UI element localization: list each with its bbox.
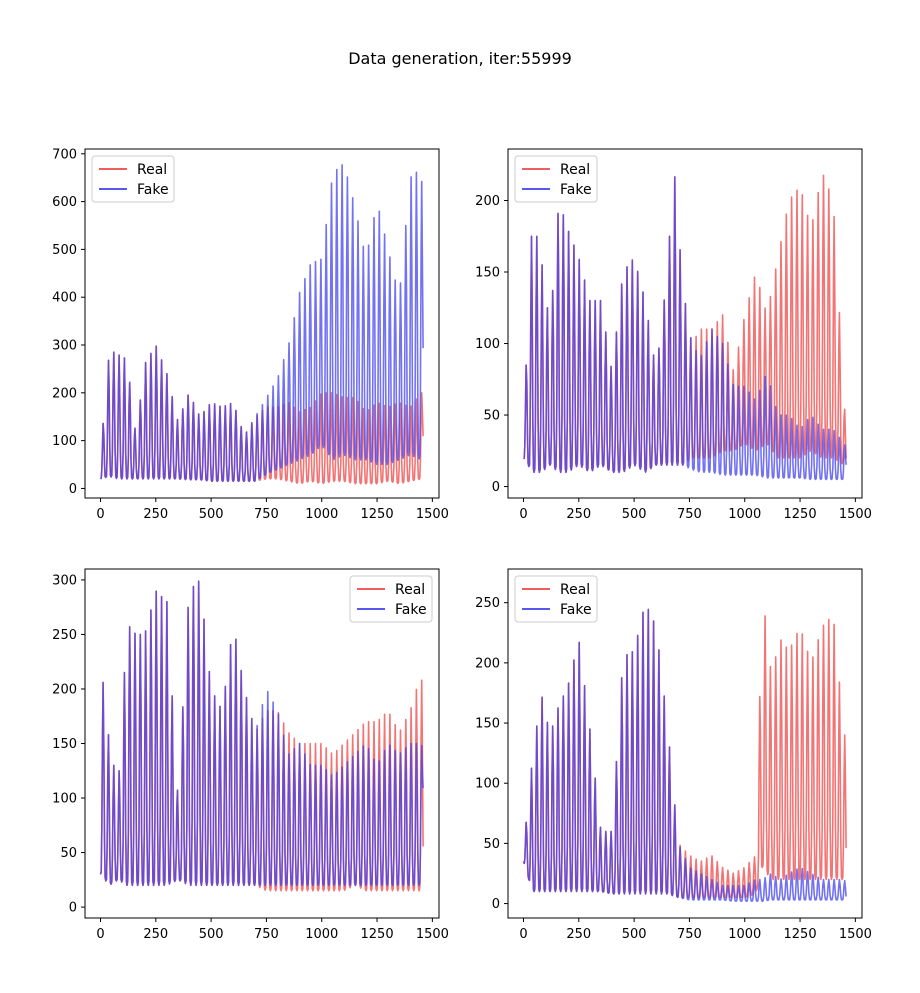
x-tick-label: 1500 [416,507,449,522]
y-tick-label: 600 [52,195,77,210]
y-tick-label: 100 [52,434,77,449]
legend-label-fake: Fake [560,182,592,198]
legend-box [514,155,598,203]
y-tick-label: 500 [52,243,77,258]
x-tick-label: 0 [96,507,104,522]
axes-frame [507,568,863,919]
legend-label-real: Real [560,582,590,598]
subplot-grid: 0 250 500 750 1000 1250 1500010020030040050060… [52,147,872,942]
y-tick-label: 150 [475,717,500,732]
subplot-3: 0 250 500 750 1000 1250 1500 0 50 100 150 200 250 300… [52,568,449,942]
y-tick-label: 200 [52,682,77,697]
legend-label-fake: Fake [395,602,427,618]
x-tick-label: 1500 [416,927,449,942]
series-line-fake [522,608,847,902]
y-tick-label: 0 [492,480,500,495]
axes-frame [84,148,440,499]
legend-label-real: Real [560,162,590,178]
legend: Real Fake [91,155,175,203]
x-tick-label: 1250 [784,507,817,522]
y-tick-label: 150 [52,737,77,752]
legend-label-real: Real [137,162,167,178]
figure-title: Data generation, iter:55999 [348,49,572,68]
x-tick-label: 250 [566,507,591,522]
y-tick-label: 200 [475,656,500,671]
x-tick-label: 1250 [784,927,817,942]
x-tick-label: 750 [254,507,279,522]
series-line-fake [99,580,424,887]
x-tick-label: 1000 [728,927,761,942]
legend-label-fake: Fake [560,602,592,618]
y-tick-label: 100 [475,337,500,352]
y-tick-label: 0 [492,897,500,912]
y-tick-label: 50 [483,409,500,424]
x-tick-label: 1500 [839,507,872,522]
x-tick-label: 750 [677,507,702,522]
x-tick-label: 500 [199,927,224,942]
x-tick-label: 0 [519,507,527,522]
y-tick-label: 150 [475,266,500,281]
x-tick-label: 250 [143,507,168,522]
x-tick-label: 0 [96,927,104,942]
y-tick-label: 100 [475,777,500,792]
legend: Real Fake [514,155,598,203]
x-tick-label: 250 [143,927,168,942]
y-tick-label: 400 [52,291,77,306]
y-tick-label: 250 [52,628,77,643]
plot-area [99,164,424,485]
series-line-fake [99,164,424,483]
legend-label-real: Real [395,582,425,598]
subplot-2: 0 250 500 750 1000 1250 1500 0 50 100 150 200 Real Fa… [475,148,872,522]
y-tick-label: 200 [52,386,77,401]
legend-label-fake: Fake [137,182,169,198]
legend-box [349,575,433,623]
x-tick-label: 500 [199,507,224,522]
x-tick-label: 750 [254,927,279,942]
legend-box [514,575,598,623]
x-tick-label: 500 [622,927,647,942]
x-tick-label: 1250 [361,927,394,942]
y-tick-label: 700 [52,147,77,162]
y-tick-label: 250 [475,596,500,611]
x-tick-label: 1250 [361,507,394,522]
x-tick-label: 1000 [305,927,338,942]
series-line-fake [523,176,847,481]
y-tick-label: 300 [52,573,77,588]
y-tick-label: 300 [52,339,77,354]
plot-area [522,608,847,902]
x-tick-label: 1000 [305,507,338,522]
x-tick-label: 250 [566,927,591,942]
subplot-4: 0 250 500 750 1000 1250 1500 0 50 100 150 200 250 Rea… [475,568,872,942]
y-tick-label: 50 [483,837,500,852]
plot-area [523,174,847,481]
x-tick-label: 500 [622,507,647,522]
y-tick-label: 50 [60,846,77,861]
x-tick-label: 1500 [839,927,872,942]
x-tick-label: 1000 [728,507,761,522]
axes-frame [507,148,863,499]
subplot-1: 0 250 500 750 1000 1250 1500 0 100 200 300 400 500 60… [52,147,449,522]
y-tick-label: 0 [69,901,77,916]
y-tick-label: 100 [52,792,77,807]
legend: Real Fake [514,575,598,623]
y-tick-label: 200 [475,194,500,209]
legend: Real Fake [349,575,433,623]
plot-area [99,580,424,892]
y-tick-label: 0 [69,482,77,497]
legend-box [91,155,175,203]
x-tick-label: 0 [519,927,527,942]
x-tick-label: 750 [677,927,702,942]
